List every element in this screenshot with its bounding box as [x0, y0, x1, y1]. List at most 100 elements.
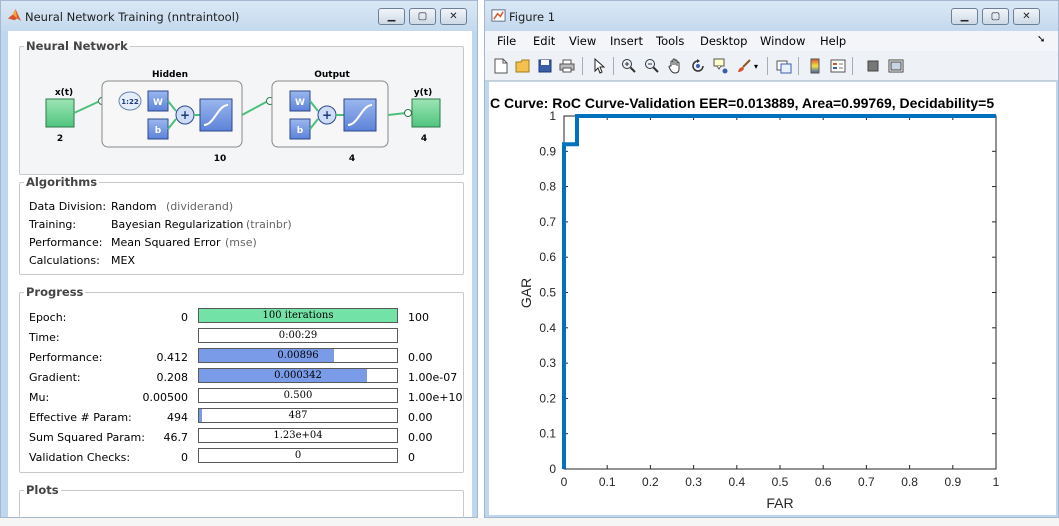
x-tick-label: 0	[561, 475, 568, 489]
brush-icon[interactable]	[734, 56, 754, 76]
algo-note-performance: (mse)	[225, 236, 257, 249]
figure-toolbar: ▾	[485, 51, 1058, 81]
maximize-button[interactable]: ▢	[409, 8, 436, 25]
progress-bar-text-performance: 0.00896	[277, 350, 319, 361]
x-tick-label: 0.2	[642, 475, 659, 489]
progress-start-epoch: 0	[181, 311, 188, 324]
zoom-in-icon[interactable]	[619, 56, 639, 76]
menu-window[interactable]: Window	[760, 34, 806, 48]
output-title: Output	[314, 70, 350, 80]
progress-start-gradient: 0.208	[156, 371, 189, 384]
algo-value-performance: Mean Squared Error	[111, 236, 221, 249]
zoom-out-icon[interactable]	[642, 56, 662, 76]
progress-label-gradient: Gradient:	[29, 371, 81, 384]
hidden-delay-label: 1:22	[121, 98, 139, 106]
print-icon[interactable]	[557, 56, 577, 76]
algorithms-group: Algorithms	[19, 175, 464, 275]
y-tick-label: 0.8	[539, 180, 556, 194]
progress-label-effective-param: Effective # Param:	[29, 411, 132, 424]
toolbar-separator	[613, 57, 614, 75]
matlab-logo-icon	[7, 8, 22, 22]
new-file-icon[interactable]	[491, 56, 511, 76]
progress-start-sum-squared-param: 46.7	[163, 431, 189, 444]
progress-bar-text-time: 0:00:29	[278, 330, 318, 341]
y-tick-label: 0.1	[539, 427, 556, 441]
nntraintool-titlebar[interactable]: Neural Network Training (nntraintool) ▁ …	[1, 1, 477, 31]
nntraintool-window: Neural Network Training (nntraintool) ▁ …	[0, 0, 478, 523]
close-button[interactable]: ✕	[440, 8, 467, 25]
plot-area	[563, 115, 997, 470]
progress-end-validation-checks: 0	[408, 451, 415, 464]
x-tick-label: 0.5	[772, 475, 789, 489]
hidden-title: Hidden	[152, 70, 188, 80]
brush-dropdown-icon[interactable]: ▾	[753, 61, 758, 71]
progress-bar-text-sum-squared-param: 1.23e+04	[273, 430, 323, 441]
dock-arrow-icon[interactable]: ➘	[1037, 34, 1046, 45]
pointer-icon[interactable]	[589, 56, 609, 76]
progress-label-time: Time:	[29, 331, 60, 344]
menu-view[interactable]: View	[569, 34, 597, 48]
algo-label-performance: Performance:	[29, 236, 103, 249]
figure-icon	[491, 9, 506, 22]
menu-tools[interactable]: Tools	[656, 34, 685, 48]
data-cursor-icon[interactable]	[711, 56, 731, 76]
algo-value-calculations: MEX	[111, 254, 135, 267]
legend-icon[interactable]	[828, 56, 848, 76]
neural-network-legend: Neural Network	[26, 39, 128, 53]
save-icon[interactable]	[535, 56, 555, 76]
progress-end-mu: 1.00e+10	[408, 391, 463, 404]
toolbar-separator	[798, 57, 799, 75]
rotate-icon[interactable]	[688, 56, 708, 76]
progress-bar-text-epoch: 100 iterations	[262, 310, 334, 321]
hide-plot-tools-icon[interactable]	[863, 56, 883, 76]
menu-file[interactable]: File	[497, 34, 517, 48]
toolbar-separator	[852, 57, 853, 75]
figure-close-button[interactable]: ✕	[1013, 8, 1040, 25]
figure-titlebar[interactable]: Figure 1 ▁ ▢ ✕	[485, 1, 1058, 31]
menu-desktop[interactable]: Desktop	[700, 34, 748, 48]
progress-label-performance: Performance:	[29, 351, 103, 364]
y-tick-label: 0.6	[539, 250, 556, 264]
menu-edit[interactable]: Edit	[533, 34, 556, 48]
progress-start-performance: 0.412	[156, 351, 189, 364]
desktop-bottom-strip	[0, 518, 1059, 526]
y-tick-label: 0.3	[539, 356, 556, 370]
hidden-weight: W	[153, 98, 163, 108]
progress-end-sum-squared-param: 0.00	[408, 431, 433, 444]
menu-help[interactable]: Help	[820, 34, 847, 48]
show-plot-tools-icon[interactable]	[886, 56, 906, 76]
progress-bar-mu: 0.500	[198, 388, 398, 403]
progress-end-performance: 0.00	[408, 351, 433, 364]
pan-icon[interactable]	[665, 56, 685, 76]
x-tick-label: 0.7	[858, 475, 875, 489]
figure-minimize-button[interactable]: ▁	[951, 8, 978, 25]
x-tick-label: 0.6	[815, 475, 832, 489]
progress-end-gradient: 1.00e-07	[408, 371, 458, 384]
progress-bar-effective-param: 487	[198, 408, 398, 423]
colorbar-icon[interactable]	[805, 56, 825, 76]
figure-title: Figure 1	[509, 10, 556, 24]
algo-note-training: (trainbr)	[246, 218, 292, 231]
progress-bar-text-mu: 0.500	[283, 390, 313, 401]
progress-bar-text-validation-checks: 0	[294, 450, 302, 461]
x-tick-label: 0.8	[901, 475, 918, 489]
progress-end-epoch: 100	[408, 311, 429, 324]
input-label: x(t)	[55, 88, 73, 98]
x-tick-label: 0.4	[728, 475, 745, 489]
minimize-button[interactable]: ▁	[378, 8, 405, 25]
output-count: 4	[421, 134, 427, 144]
menu-insert[interactable]: Insert	[610, 34, 643, 48]
x-tick-label: 1	[993, 475, 1000, 489]
y-tick-label: 0	[549, 462, 556, 476]
figure-maximize-button[interactable]: ▢	[982, 8, 1009, 25]
progress-start-effective-param: 494	[167, 411, 188, 424]
y-tick-label: 0.7	[539, 215, 556, 229]
x-tick-label: 0.9	[944, 475, 961, 489]
progress-label-sum-squared-param: Sum Squared Param:	[29, 431, 145, 444]
roc-chart[interactable]: C Curve: RoC Curve-Validation EER=0.0138…	[489, 82, 1056, 515]
open-folder-icon[interactable]	[513, 56, 533, 76]
input-size: 2	[57, 134, 63, 144]
link-plot-icon[interactable]	[774, 56, 794, 76]
toolbar-separator	[767, 57, 768, 75]
series-layer	[562, 114, 996, 469]
